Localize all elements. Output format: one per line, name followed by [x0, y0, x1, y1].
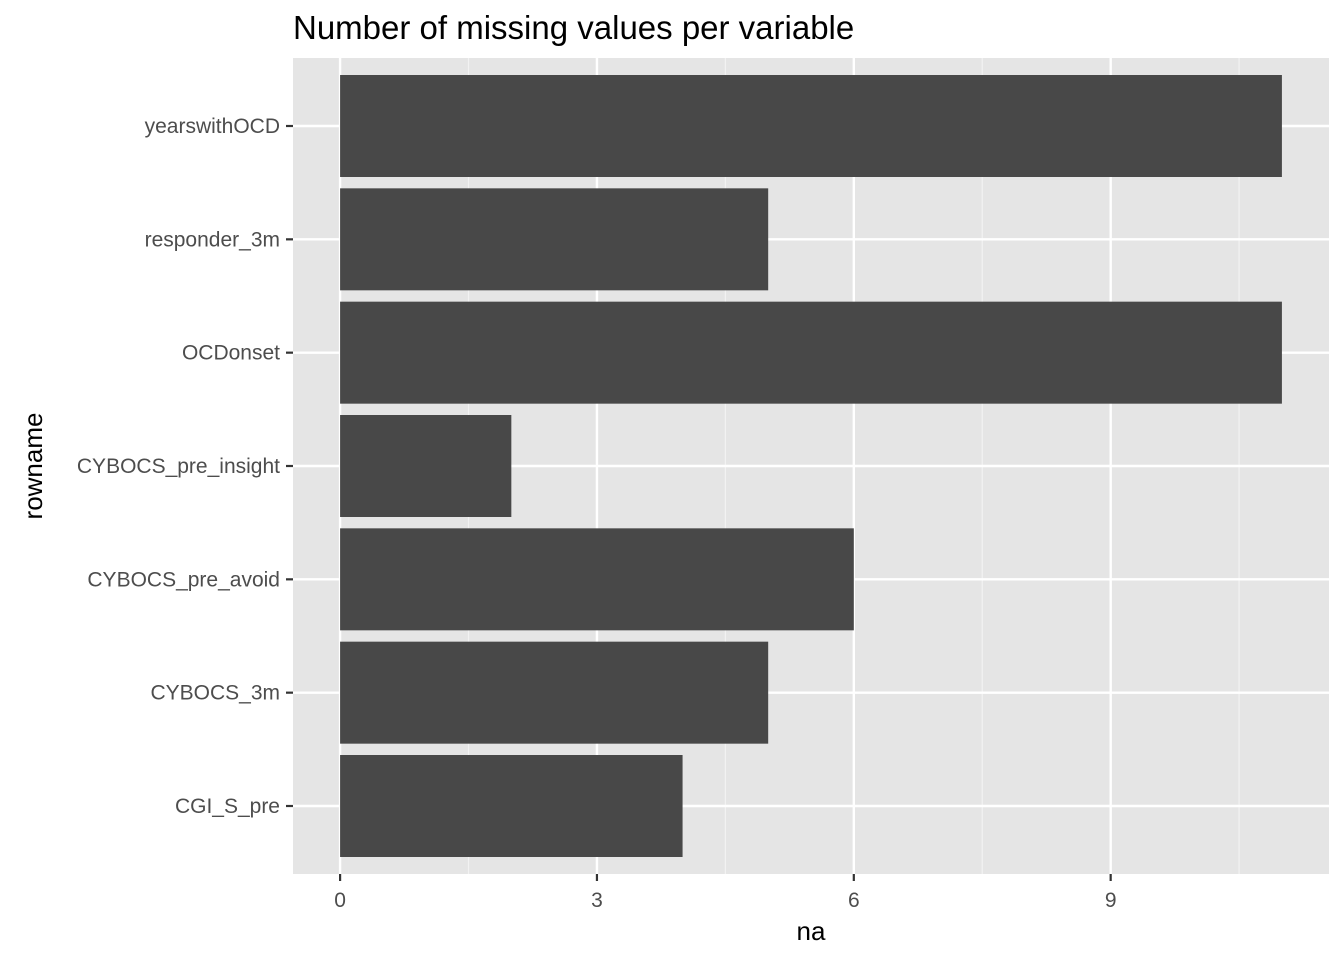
- bar-yearswithOCD: [340, 75, 1282, 177]
- x-tick-label: 3: [591, 889, 603, 912]
- y-tick-label: CYBOCS_pre_insight: [77, 455, 280, 478]
- x-tick-label: 6: [848, 889, 860, 912]
- y-axis: CGI_S_pre CYBOCS_3m CYBOCS_pre_avoid CYBOCS…: [77, 115, 293, 818]
- bar-CGI_S_pre: [340, 755, 683, 857]
- bar-CYBOCS_pre_avoid: [340, 528, 854, 631]
- x-tick-label: 0: [334, 889, 346, 912]
- y-tick-label: yearswithOCD: [145, 115, 280, 138]
- bars: [340, 75, 1282, 857]
- bar-CYBOCS_3m: [340, 641, 769, 744]
- y-tick-label: OCDonset: [182, 342, 280, 365]
- y-tick-label: responder_3m: [145, 228, 280, 251]
- x-axis-title: na: [797, 916, 826, 946]
- chart-title: Number of missing values per variable: [293, 9, 854, 46]
- y-tick-label: CYBOCS_3m: [150, 682, 280, 705]
- y-tick-label: CYBOCS_pre_avoid: [87, 568, 280, 591]
- x-axis: 0 3 6 9: [334, 874, 1117, 912]
- bar-responder_3m: [340, 188, 769, 291]
- y-tick-label: CGI_S_pre: [175, 795, 280, 818]
- y-axis-title: rowname: [18, 413, 48, 520]
- bar-OCDonset: [340, 301, 1282, 404]
- x-tick-label: 9: [1105, 889, 1117, 912]
- bar-CYBOCS_pre_insight: [340, 415, 512, 517]
